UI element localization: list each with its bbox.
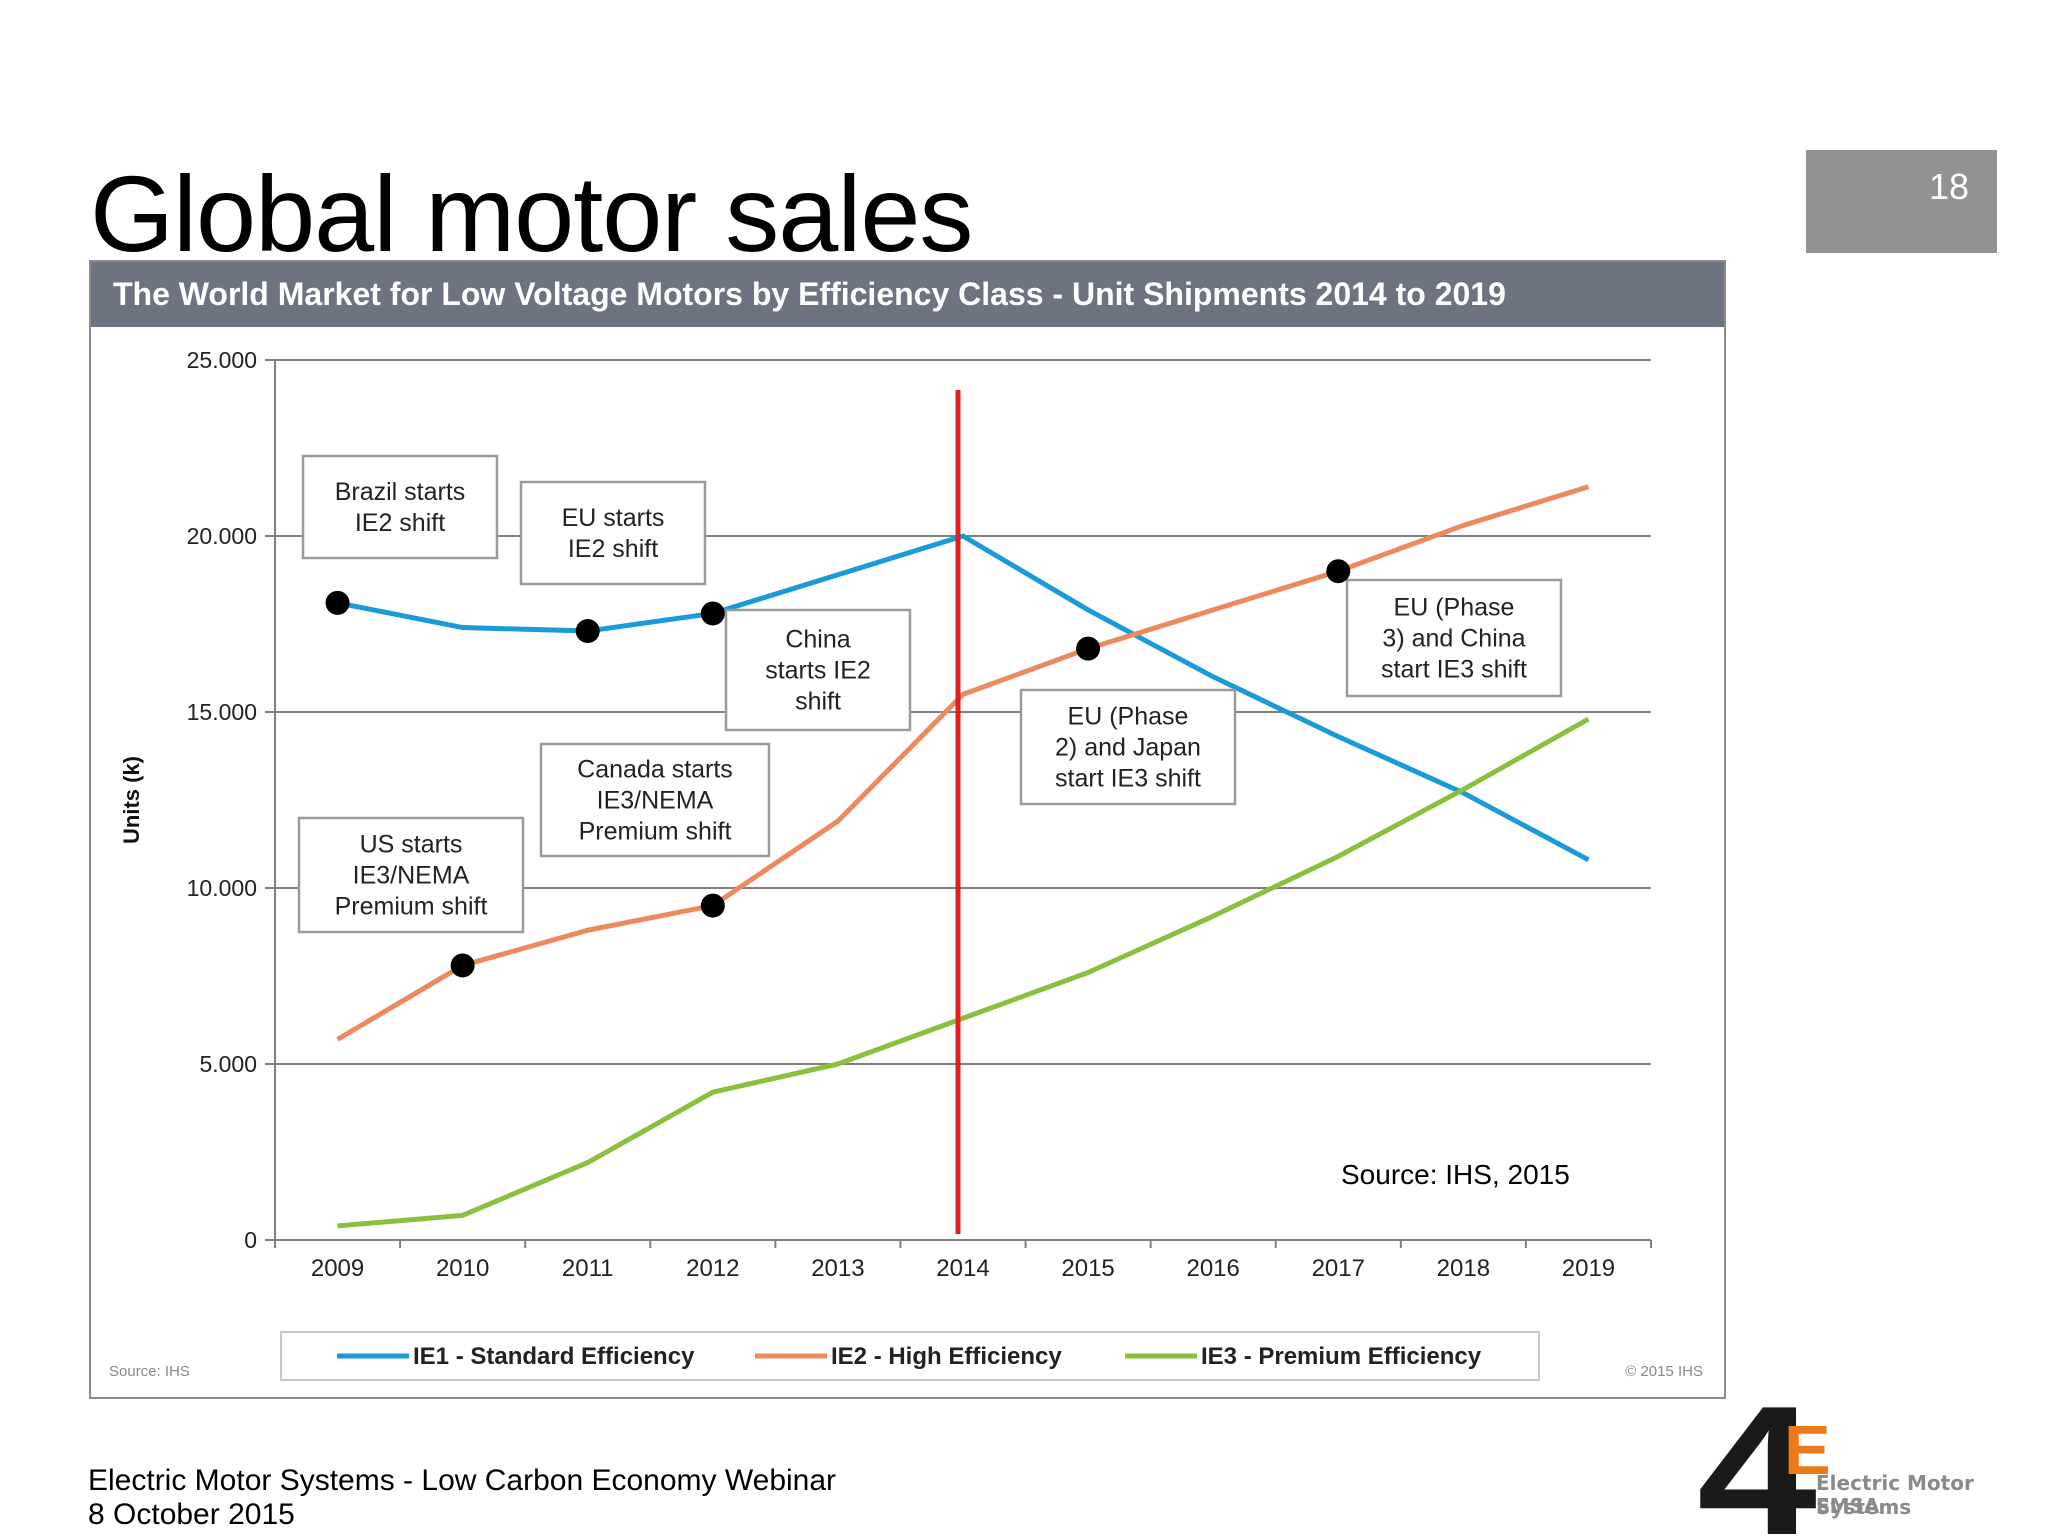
y-axis-label: Units (k) — [119, 756, 144, 844]
event-box — [1345, 578, 1563, 698]
x-tick-label: 2010 — [436, 1255, 489, 1282]
source-note: Source: IHS — [109, 1363, 190, 1380]
event-label: Brazil starts — [335, 478, 466, 506]
event-marker — [450, 953, 475, 978]
x-tick-label: 2018 — [1437, 1255, 1490, 1282]
legend: IE1 - Standard Efficiency IE2 - High Effi… — [280, 1331, 1540, 1381]
y-tick-label: 20.000 — [187, 523, 257, 549]
legend-label: IE1 - Standard Efficiency — [413, 1343, 695, 1370]
event-marker — [700, 893, 725, 918]
event-label: EU (Phase — [1068, 703, 1189, 731]
event-label: IE2 shift — [355, 509, 445, 537]
event-label: IE2 shift — [568, 535, 658, 563]
line-chart: 0 5.000 10.000 15.000 20.000 25.000 2009 2010 20… — [109, 347, 1703, 1381]
event-callout: US starts IE3/NEMA Premium shift — [297, 816, 525, 934]
event-callout: EU (Phase 3) and China start IE3 shift — [1345, 578, 1563, 698]
event-callout: EU starts IE2 shift — [519, 480, 707, 586]
event-callout: Brazil starts IE2 shift — [301, 454, 499, 560]
event-label: Premium shift — [335, 893, 488, 921]
page-number: 18 — [1928, 166, 1969, 207]
event-label: start IE3 shift — [1381, 656, 1527, 684]
x-tick-label: 2012 — [686, 1255, 739, 1282]
event-label: EU starts — [562, 504, 665, 532]
x-tick-label: 2015 — [1061, 1255, 1114, 1282]
event-box — [519, 480, 707, 586]
event-label: IE3/NEMA — [597, 787, 714, 815]
x-tick-label: 2016 — [1186, 1255, 1239, 1282]
event-label: China — [785, 626, 850, 654]
x-tick-label: 2014 — [936, 1255, 989, 1282]
series-line-2 — [336, 484, 1590, 1042]
event-label: US starts — [360, 831, 463, 859]
event-label: Canada starts — [577, 756, 733, 784]
event-box — [724, 608, 912, 732]
y-tick-label: 5.000 — [199, 1051, 257, 1077]
y-tick-label: 25.000 — [187, 347, 257, 373]
event-label: IE3/NEMA — [353, 862, 470, 890]
x-tick-label: 2019 — [1562, 1255, 1615, 1282]
event-label: EU (Phase — [1394, 594, 1515, 622]
event-box — [301, 454, 499, 560]
source-annotation: Source: IHS, 2015 — [1341, 1159, 1570, 1190]
event-marker — [700, 601, 725, 626]
copyright-note: © 2015 IHS — [1625, 1363, 1703, 1380]
legend-label: IE3 - Premium Efficiency — [1201, 1343, 1482, 1370]
event-callout: EU (Phase 2) and Japan start IE3 shift — [1019, 688, 1237, 806]
event-marker — [325, 590, 350, 615]
event-marker — [1326, 559, 1351, 584]
event-marker — [575, 619, 600, 644]
x-tick-label: 2013 — [811, 1255, 864, 1282]
svg-text:E: E — [1784, 1411, 1831, 1489]
slide-title: Global motor sales — [90, 153, 973, 274]
event-label: Premium shift — [579, 818, 732, 846]
chart-panel: The World Market for Low Voltage Motors … — [89, 260, 1726, 1399]
event-label: shift — [795, 688, 841, 716]
4e-logo: 4 E — [1700, 1390, 1831, 1536]
y-tick-label: 15.000 — [187, 699, 257, 725]
event-box — [1019, 688, 1237, 806]
page-number-box: 18 — [1806, 150, 1997, 253]
legend-label: IE2 - High Efficiency — [831, 1343, 1062, 1370]
x-tick-label: 2009 — [311, 1255, 364, 1282]
logo-line-2: EMSA — [1816, 1494, 1880, 1518]
event-label: starts IE2 — [765, 657, 871, 685]
footer-date: 8 October 2015 — [88, 1498, 295, 1531]
x-tick-label: 2011 — [562, 1255, 614, 1282]
event-callout: China starts IE2 shift — [724, 608, 912, 732]
event-box — [539, 742, 771, 858]
event-marker — [1076, 636, 1101, 661]
footer-event-name: Electric Motor Systems - Low Carbon Econ… — [88, 1464, 837, 1497]
event-label: start IE3 shift — [1055, 765, 1201, 793]
legend-box — [280, 1331, 1540, 1381]
series-line-1 — [337, 533, 1590, 863]
logo-line-1: Electric Motor Systems — [1816, 1471, 1974, 1519]
event-box — [297, 816, 525, 934]
y-tick-label: 10.000 — [187, 875, 257, 901]
series-line-3 — [337, 716, 1590, 1229]
y-tick-label: 0 — [244, 1227, 257, 1253]
chart-title: The World Market for Low Voltage Motors … — [91, 262, 1724, 327]
event-callout: Canada starts IE3/NEMA Premium shift — [539, 742, 771, 858]
x-tick-label: 2017 — [1312, 1255, 1365, 1282]
event-label: 2) and Japan — [1055, 734, 1201, 762]
event-label: 3) and China — [1382, 625, 1525, 653]
4e-logo-mark: 4 — [1700, 1390, 1817, 1536]
